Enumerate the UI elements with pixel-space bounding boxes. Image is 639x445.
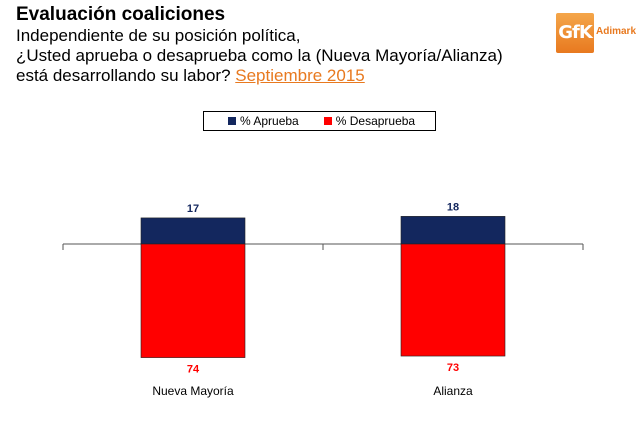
adimark-logo-text: Adimark (596, 26, 637, 37)
chart-subtitle: Independiente de su posición política, ¿… (16, 26, 561, 86)
survey-date-link[interactable]: Septiembre 2015 (235, 66, 365, 85)
subtitle-question-end: está desarrollando su labor? (16, 66, 231, 85)
subtitle-line-3: está desarrollando su labor? Septiembre … (16, 66, 561, 86)
legend-swatch-aprueba (228, 117, 236, 125)
legend-item-desaprueba: % Desaprueba (323, 114, 416, 128)
data-label-aprueba-alianza: 18 (447, 201, 459, 213)
data-label-desaprueba-nueva-mayor-a: 74 (187, 364, 200, 376)
category-label-nueva-mayor-a: Nueva Mayoría (152, 384, 234, 398)
chart-legend: % Aprueba % Desaprueba (203, 111, 436, 131)
subtitle-line-2: ¿Usted aprueba o desaprueba como la (Nue… (16, 46, 503, 65)
bar-desaprueba-nueva-mayor-a (140, 243, 246, 358)
data-label-aprueba-nueva-mayor-a: 17 (187, 203, 199, 215)
legend-label-aprueba: % Aprueba (240, 114, 299, 128)
subtitle-line-1: Independiente de su posición política, (16, 26, 301, 45)
legend-swatch-desaprueba (323, 117, 332, 125)
data-label-desaprueba-alianza: 73 (447, 362, 459, 374)
bar-desaprueba-alianza (400, 243, 506, 357)
chart-title: Evaluación coaliciones (16, 4, 226, 25)
legend-label-desaprueba: % Desaprueba (335, 114, 416, 128)
category-label-alianza: Alianza (433, 384, 473, 398)
bar-aprueba-alianza (400, 216, 506, 245)
gfk-logo-mark: GfK (556, 13, 594, 53)
legend-item-aprueba: % Aprueba (228, 114, 299, 128)
bar-aprueba-nueva-mayor-a (140, 217, 246, 245)
gfk-adimark-logo: GfK Adimark (556, 13, 636, 53)
